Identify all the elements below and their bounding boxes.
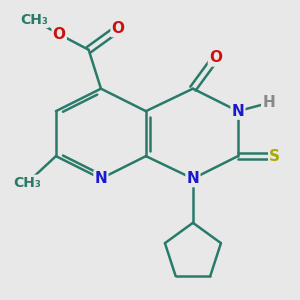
Text: H: H xyxy=(262,95,275,110)
Text: N: N xyxy=(94,171,107,186)
Text: O: O xyxy=(209,50,222,65)
Text: N: N xyxy=(232,103,244,118)
Text: O: O xyxy=(112,21,124,36)
Text: S: S xyxy=(269,148,280,164)
Text: CH₃: CH₃ xyxy=(20,13,48,27)
Text: O: O xyxy=(53,27,66,42)
Text: N: N xyxy=(187,171,199,186)
Text: CH₃: CH₃ xyxy=(14,176,41,190)
